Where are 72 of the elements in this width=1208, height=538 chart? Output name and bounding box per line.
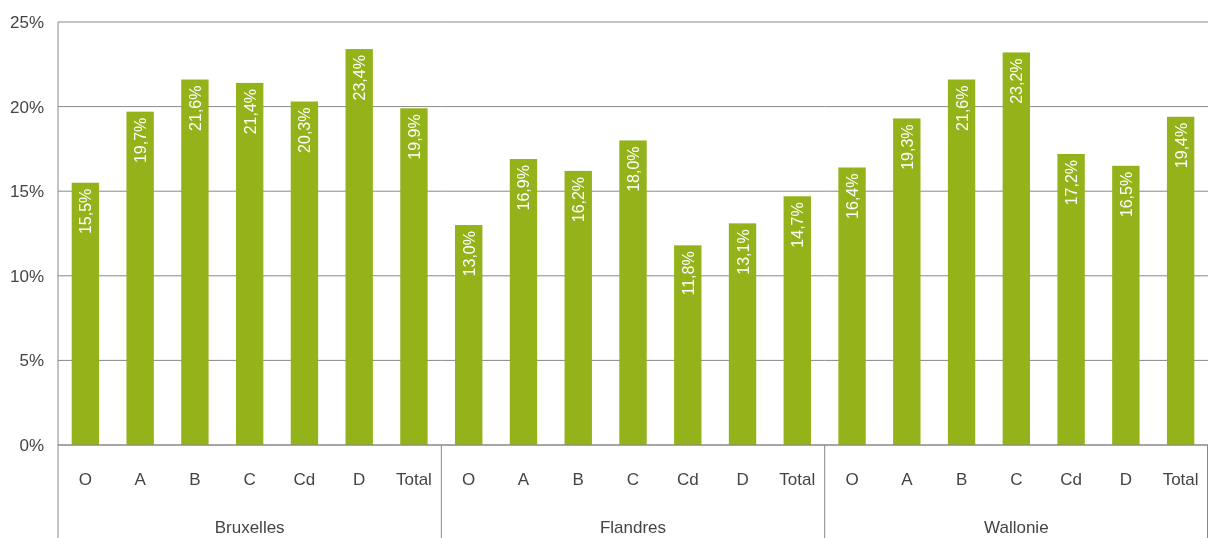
data-label: 20,3% xyxy=(296,107,314,153)
data-label: 13,1% xyxy=(734,229,752,275)
bar xyxy=(674,245,702,445)
data-label: 13,0% xyxy=(460,231,478,277)
bar xyxy=(345,49,373,445)
bar xyxy=(400,108,428,445)
data-label: 17,2% xyxy=(1063,159,1081,206)
x-tick-label: C xyxy=(1010,470,1023,489)
bar xyxy=(71,182,100,445)
x-tick-label: O xyxy=(78,470,92,489)
x-tick-label: D xyxy=(736,470,749,489)
x-tick-label: B xyxy=(955,470,968,489)
data-label: 23,4% xyxy=(351,55,369,101)
data-label: 18,0% xyxy=(625,146,642,192)
bar xyxy=(181,79,209,445)
x-axis-title: Bruxelles xyxy=(214,518,285,537)
x-tick-label: B xyxy=(572,470,584,489)
x-axis-title: Wallonie xyxy=(984,518,1049,537)
data-label: 16,4% xyxy=(844,173,862,219)
x-tick-label: A xyxy=(134,470,147,489)
x-tick-label: C xyxy=(626,470,640,489)
y-tick-label: 15% xyxy=(9,182,44,202)
bar xyxy=(290,101,319,445)
bar xyxy=(947,79,976,445)
bar xyxy=(1002,52,1031,445)
bar xyxy=(564,170,592,445)
x-tick-label: O xyxy=(845,470,859,489)
x-tick-label: A xyxy=(517,470,530,489)
data-label: 16,9% xyxy=(515,165,533,211)
x-tick-label: D xyxy=(1119,470,1132,489)
bar xyxy=(126,111,154,445)
bar xyxy=(783,196,811,445)
data-label: 11,8% xyxy=(679,251,697,296)
x-tick-label: Total xyxy=(395,470,432,489)
x-tick-label: O xyxy=(462,470,476,489)
y-tick-label: 20% xyxy=(9,97,44,117)
data-label: 16,5% xyxy=(1117,171,1135,218)
bar xyxy=(235,82,264,445)
bar xyxy=(893,118,921,445)
bar xyxy=(1057,153,1085,445)
y-tick-label: 5% xyxy=(19,351,44,371)
bar xyxy=(619,140,647,445)
data-label: 14,7% xyxy=(789,202,807,248)
x-tick-label: Cd xyxy=(1060,470,1082,489)
x-tick-label: Cd xyxy=(293,470,316,489)
x-tick-label: Cd xyxy=(676,470,699,489)
x-tick-label: Total xyxy=(1162,470,1199,489)
bar xyxy=(509,159,538,445)
x-axis-title: Flandres xyxy=(599,518,667,537)
data-label: 15,5% xyxy=(77,188,95,235)
data-label: 19,9% xyxy=(405,114,423,160)
x-tick-label: C xyxy=(243,470,256,489)
x-tick-label: B xyxy=(189,470,201,489)
y-tick-label: 0% xyxy=(19,435,44,455)
bar xyxy=(838,167,866,445)
x-tick-label: Total xyxy=(779,470,816,489)
data-label: 19,3% xyxy=(898,124,916,170)
bar xyxy=(455,225,483,445)
bar xyxy=(1166,116,1195,445)
x-tick-label: D xyxy=(353,470,366,489)
data-label: 21,6% xyxy=(953,85,971,131)
data-label: 16,2% xyxy=(570,176,588,223)
data-label: 23,2% xyxy=(1008,58,1026,104)
bar xyxy=(728,223,757,445)
y-tick-label: 10% xyxy=(9,266,44,286)
bar xyxy=(1112,165,1140,445)
data-label: 19,7% xyxy=(132,117,150,164)
data-label: 19,4% xyxy=(1172,122,1190,169)
data-label: 21,6% xyxy=(186,85,204,131)
x-tick-label: A xyxy=(901,470,914,489)
y-tick-label: 25% xyxy=(9,12,44,32)
data-label: 21,4% xyxy=(241,88,259,135)
